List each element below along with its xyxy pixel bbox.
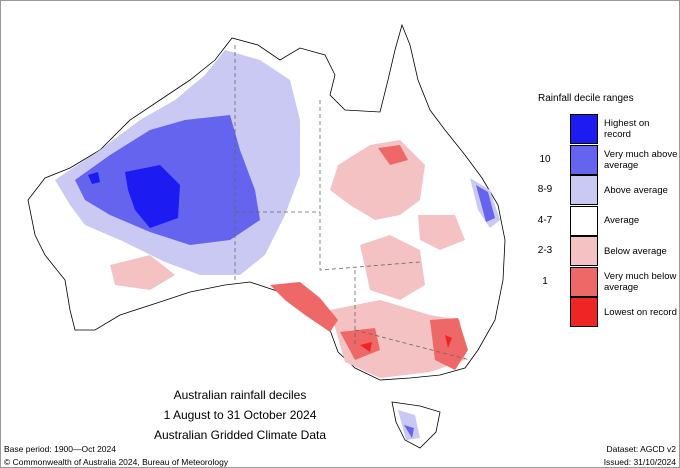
legend-label: Above average [604, 184, 668, 196]
legend-swatch [570, 144, 598, 175]
region [360, 335, 452, 352]
region [270, 145, 468, 370]
legend-decile: 4-7 [537, 214, 553, 226]
map-title: Australian rainfall deciles [173, 388, 307, 402]
region [404, 185, 495, 438]
legend-swatch [570, 297, 598, 327]
base-period: Base period: 1900—Oct 2024 [4, 444, 116, 454]
issued: Issued: 31/10/2024 [603, 457, 676, 467]
legend-label: Very much above average [604, 148, 678, 171]
legend-label: Average [604, 215, 640, 226]
map-subtitle: 1 August to 31 October 2024 [163, 408, 317, 422]
state-border [234, 45, 471, 361]
dataset: Dataset: AGCD v2 [606, 444, 676, 454]
legend-swatch [570, 236, 598, 266]
legend-swatch [570, 175, 598, 205]
copyright: © Commonwealth of Australia 2024, Bureau… [4, 457, 229, 467]
legend-swatch [570, 205, 598, 236]
region [88, 165, 180, 228]
legend-decile: 2-3 [537, 245, 553, 256]
legend-label: Lowest on record [604, 306, 677, 318]
legend-decile: 8-9 [537, 184, 553, 195]
legend-label: Highest on record [604, 118, 650, 140]
legend-title: Rainfall decile ranges [538, 93, 634, 104]
legend-decile: 1 [542, 275, 548, 287]
region [110, 140, 465, 378]
legend-label: Below average [604, 245, 667, 257]
legend-swatch [570, 266, 598, 297]
legend-swatch [570, 114, 598, 144]
legend-decile: 10 [539, 153, 551, 165]
map-subtitle: Australian Gridded Climate Data [153, 428, 327, 442]
legend-label: Very much below average [604, 270, 677, 293]
